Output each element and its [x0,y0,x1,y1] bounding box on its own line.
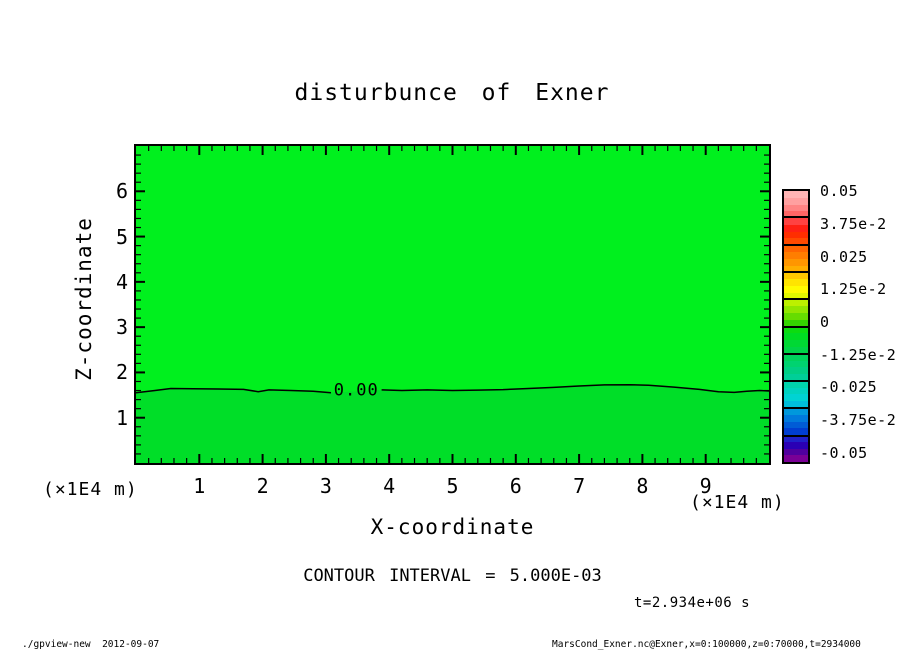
colorbar-divider [782,435,810,437]
y-tick-label: 3 [115,315,128,340]
colorbar-divider [782,244,810,246]
colorbar-band [784,408,808,415]
colorbar-band [784,224,808,232]
colorbar-band [784,204,808,212]
colorbar-tick-label: -3.75e-2 [820,411,897,430]
x-tick-label: 1 [193,474,206,498]
colorbar-band [784,191,808,198]
colorbar-band [784,319,808,327]
colorbar-band [784,231,808,239]
y-tick-label: 4 [115,269,128,294]
x-tick-label: 2 [256,474,269,498]
colorbar-band [784,394,808,402]
colorbar-band [784,306,808,314]
colorbar-divider [782,353,810,355]
colorbar-band [784,435,808,442]
y-tick-label: 5 [115,224,128,249]
time-annotation: t=2.934e+06 s [634,595,751,611]
colorbar-band [784,455,808,463]
colorbar-tick-label: -0.05 [820,443,868,462]
colorbar-band [784,340,808,347]
x-tick-label: 4 [383,474,396,498]
y-tick-label: 1 [115,405,128,430]
colorbar-band [784,197,808,205]
colorbar-band [784,292,808,300]
colorbar-divider [782,407,810,409]
colorbar-band [784,428,808,436]
y-axis-unit-label: (×1E4 m) [43,479,138,500]
x-tick-label: 3 [319,474,332,498]
colorbar-band [784,218,808,225]
plot-area: 0.00 [134,144,771,465]
colorbar-band [784,360,808,368]
colorbar-tick-label: 3.75e-2 [820,214,887,233]
colorbar-band [784,421,808,429]
colorbar-tick-label: -0.025 [820,378,878,397]
x-tick-label: 9 [699,474,712,498]
colorbar-band [784,265,808,273]
colorbar-band [784,441,808,449]
colorbar-band [784,346,808,354]
x-axis-unit-label: (×1E4 m) [690,492,785,513]
colorbar-band [784,313,808,320]
y-tick-label: 6 [115,179,128,204]
colorbar-band [784,401,808,408]
colorbar-band [784,353,808,361]
footer-command-text: ./gpview-new 2012-09-07 [22,639,160,650]
x-tick-label: 7 [573,474,586,498]
colorbar-band [784,211,808,219]
colorbar-divider [782,298,810,300]
x-tick-label: 5 [446,474,459,498]
colorbar-band [784,258,808,266]
colorbar-band [784,374,808,381]
x-tick-label: 8 [636,474,649,498]
x-tick-label: 6 [509,474,522,498]
colorbar-tick-label: -1.25e-2 [820,345,897,364]
colorbar-tick-label: 1.25e-2 [820,280,887,299]
colorbar-divider [782,216,810,218]
zero-contour-label: 0.00 [334,381,379,401]
colorbar-band [784,238,808,246]
y-tick-label: 2 [115,360,128,385]
colorbar-tick-label: 0.025 [820,247,868,266]
colorbar-band [784,285,808,293]
x-axis-title: X-coordinate [370,515,535,539]
colorbar-tick-label: 0.05 [820,182,859,201]
colorbar-band [784,245,808,253]
colorbar-band [784,414,808,422]
colorbar-band [784,252,808,259]
contour-interval-note: CONTOUR INTERVAL = 5.000E-03 [303,566,602,586]
footer-datasource-text: MarsCond_Exner.nc@Exner,x=0:100000,z=0:7… [552,639,861,650]
colorbar-divider [782,326,810,328]
colorbar-band [784,448,808,456]
colorbar-band [784,279,808,286]
colorbar-band [784,387,808,395]
colorbar-band [784,367,808,375]
colorbar-divider [782,380,810,382]
colorbar-band [784,380,808,388]
plot-title: disturbunce of Exner [294,80,610,106]
colorbar-band [784,333,808,341]
contour-plot-canvas: 0.00 [136,146,769,463]
colorbar-divider [782,271,810,273]
colorbar-band [784,326,808,334]
colorbar-tick-label: 0 [820,313,830,331]
colorbar-band [784,299,808,307]
y-axis-title: Z-coordinate [72,217,96,381]
colorbar-band [784,272,808,280]
